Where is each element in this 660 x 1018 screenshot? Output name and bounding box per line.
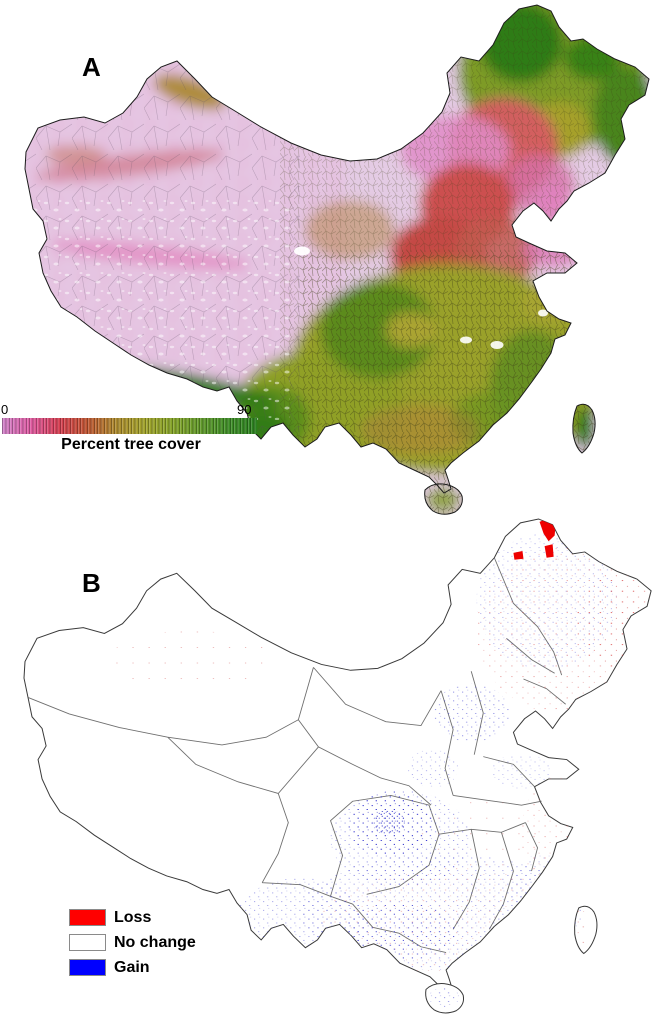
tree-cover-legend: 0 90 Percent tree cover [0,403,262,457]
no-change-swatch [69,934,106,951]
gain-swatch [69,959,106,976]
legend-row-loss: Loss [69,905,196,930]
lakes [294,246,548,349]
change-legend: Loss No change Gain [69,905,196,980]
gain-label: Gain [114,959,150,976]
legend-max-label: 90 [237,402,252,417]
tree-cover-change-map [23,518,652,1014]
color-ramp-stripes [2,418,257,434]
panel-a-label: A [82,52,102,82]
no-change-label: No change [114,934,196,951]
legend-title: Percent tree cover [61,436,201,453]
legend-row-gain: Gain [69,955,196,980]
percent-tree-cover-map [24,4,650,515]
legend-row-nochange: No change [69,930,196,955]
loss-swatch [69,909,106,926]
panel-b-label: B [82,568,102,598]
color-ramp [2,418,257,434]
loss-label: Loss [114,909,152,926]
legend-min-label: 0 [1,402,9,417]
